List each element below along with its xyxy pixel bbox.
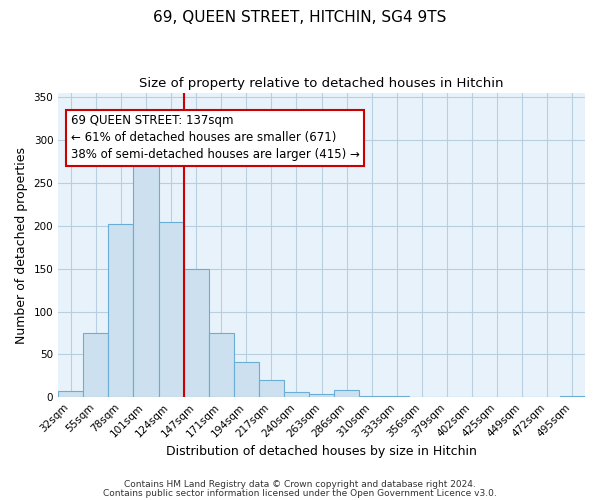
Bar (158, 222, 184, 397)
Bar (334, 390, 359, 397)
Bar (385, 396, 409, 397)
Bar (133, 164, 158, 397)
Text: Contains public sector information licensed under the Open Government Licence v3: Contains public sector information licen… (103, 488, 497, 498)
Text: Contains HM Land Registry data © Crown copyright and database right 2024.: Contains HM Land Registry data © Crown c… (124, 480, 476, 489)
Bar (359, 396, 385, 397)
Bar (284, 392, 309, 397)
Y-axis label: Number of detached properties: Number of detached properties (15, 146, 28, 344)
Text: 69 QUEEN STREET: 137sqm
← 61% of detached houses are smaller (671)
38% of semi-d: 69 QUEEN STREET: 137sqm ← 61% of detache… (71, 114, 359, 162)
Bar (184, 268, 209, 397)
Bar (259, 380, 284, 397)
Bar (234, 362, 259, 397)
Bar (109, 224, 133, 397)
Title: Size of property relative to detached houses in Hitchin: Size of property relative to detached ho… (139, 78, 504, 90)
Bar (560, 396, 585, 397)
X-axis label: Distribution of detached houses by size in Hitchin: Distribution of detached houses by size … (166, 444, 477, 458)
Bar (83, 333, 109, 397)
Text: 69, QUEEN STREET, HITCHIN, SG4 9TS: 69, QUEEN STREET, HITCHIN, SG4 9TS (154, 10, 446, 25)
Bar (309, 394, 334, 397)
Bar (209, 333, 234, 397)
Bar (58, 391, 83, 397)
